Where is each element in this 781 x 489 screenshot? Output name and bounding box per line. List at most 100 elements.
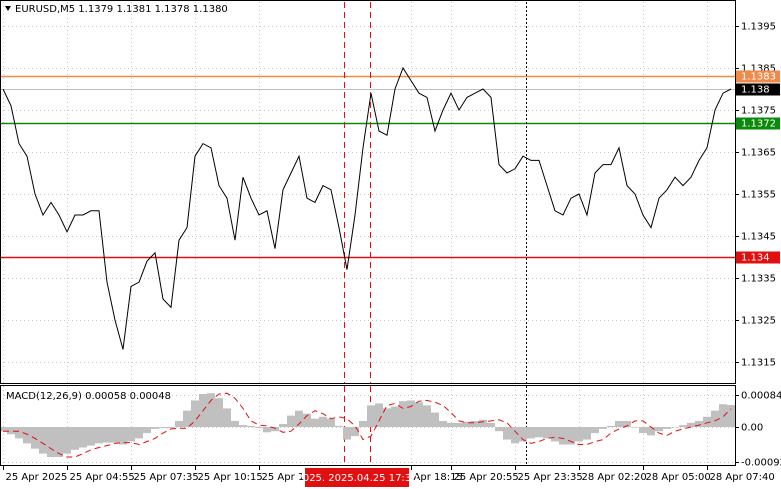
histogram-bar <box>127 427 135 442</box>
y-tick-label: 1.1355 <box>741 190 776 201</box>
histogram-bar <box>671 427 679 428</box>
y-tick-label: 0.00 <box>741 423 763 434</box>
y-tick-label: 1.1335 <box>741 274 776 285</box>
histogram-bar <box>711 410 719 428</box>
histogram-bar <box>591 427 599 434</box>
histogram-bar <box>255 427 263 429</box>
histogram-bar <box>727 404 735 428</box>
histogram-bar <box>95 427 103 444</box>
x-tick-label: 25 Apr 07:35 <box>134 472 199 483</box>
histogram-bar <box>647 427 655 436</box>
histogram-bar <box>239 425 247 428</box>
histogram-bar <box>463 421 471 428</box>
level-label-box <box>736 251 780 264</box>
histogram-bar <box>551 427 559 442</box>
histogram-bar <box>535 427 543 438</box>
histogram-bar <box>319 416 327 428</box>
x-tick-label: 28 Apr 07:40 <box>710 472 775 483</box>
histogram-bar <box>183 410 191 428</box>
histogram-bar <box>39 427 47 454</box>
y-tick-label: 1.1375 <box>741 106 776 117</box>
histogram-bar <box>559 427 567 445</box>
histogram-bar <box>79 427 87 448</box>
histogram-bar <box>295 410 303 428</box>
histogram-bar <box>399 401 407 428</box>
y-tick-label: 0.00084 <box>741 391 781 402</box>
histogram-bar <box>103 427 111 443</box>
x-tick-label: 25 Apr 10:15 <box>198 472 263 483</box>
histogram-bar <box>55 427 63 458</box>
x-tick-label: 28 Apr 05:00 <box>646 472 711 483</box>
histogram-bar <box>0 427 8 432</box>
histogram-bar <box>303 413 311 428</box>
histogram-bar <box>287 415 295 428</box>
x-tick-label: 25 Apr 12: <box>262 472 314 483</box>
y-tick-label: 1.1395 <box>741 22 776 33</box>
y-tick-label: 1.1345 <box>741 232 776 243</box>
histogram-bar <box>511 427 519 444</box>
histogram-bar <box>503 427 511 440</box>
histogram-bar <box>47 427 55 458</box>
histogram-bar <box>111 427 119 443</box>
histogram-bar <box>567 427 575 445</box>
histogram-bar <box>63 427 71 454</box>
histogram-bar <box>447 422 455 428</box>
histogram-bar <box>159 427 167 429</box>
histogram-bar <box>495 427 503 432</box>
histogram-bar <box>215 398 223 428</box>
histogram-bar <box>135 427 143 439</box>
histogram-bar <box>527 427 535 439</box>
histogram-bar <box>375 403 383 428</box>
x-tick-label: 28 Apr 02:20 <box>582 472 647 483</box>
histogram-bar <box>487 422 495 428</box>
histogram-bar <box>391 406 399 428</box>
level-label: 1.1383 <box>741 72 776 83</box>
histogram-bar <box>311 418 319 428</box>
x-tick-label: 25 Apr 20:55 <box>454 472 519 483</box>
indicator-title: MACD(12,26,9) 0.00058 0.00048 <box>6 391 171 402</box>
level-label-box <box>736 70 780 83</box>
x-tick-label: Apr 18:15 <box>414 472 463 483</box>
histogram-bar <box>207 393 215 428</box>
histogram-bar <box>343 427 351 440</box>
histogram-bar <box>71 427 79 450</box>
level-label-box <box>736 83 780 96</box>
histogram-bar <box>7 427 15 435</box>
histogram-bar <box>415 402 423 428</box>
histogram-bar <box>23 427 31 444</box>
histogram-bar <box>191 400 199 428</box>
signal-line <box>3 392 732 458</box>
histogram-bar <box>383 408 391 428</box>
crosshair-label-box <box>305 468 409 487</box>
level-label: 1.138 <box>741 85 770 96</box>
x-tick-label: 25 Apr 23:35 <box>518 472 583 483</box>
histogram-bar <box>615 420 623 428</box>
histogram-bar <box>263 427 271 433</box>
histogram-bar <box>687 422 695 428</box>
histogram-bar <box>679 425 687 428</box>
price-line <box>2 66 732 350</box>
price-frame <box>0 0 736 384</box>
histogram-bar <box>367 405 375 428</box>
y-tick-label: 1.1325 <box>741 316 776 327</box>
crosshair-label: 2025. 2025.04.25 17:30 <box>296 473 417 484</box>
x-tick-label: 25 Apr 04:55 <box>70 472 135 483</box>
histogram-bar <box>151 427 159 429</box>
histogram-bar <box>167 427 175 429</box>
histogram-bar <box>175 420 183 428</box>
histogram-bar <box>623 420 631 428</box>
histogram-bar <box>583 427 591 440</box>
y-tick-label: 1.1385 <box>741 64 776 75</box>
histogram-bar <box>279 423 287 428</box>
histogram-bar <box>455 422 463 428</box>
x-tick-label: 25 Apr 2025 <box>6 472 68 483</box>
histogram-bar <box>247 425 255 428</box>
histogram-bar <box>471 420 479 428</box>
histogram-bar <box>695 420 703 428</box>
histogram-bar <box>231 420 239 428</box>
histogram-bar <box>479 419 487 428</box>
symbol-menu-icon[interactable] <box>5 6 11 11</box>
